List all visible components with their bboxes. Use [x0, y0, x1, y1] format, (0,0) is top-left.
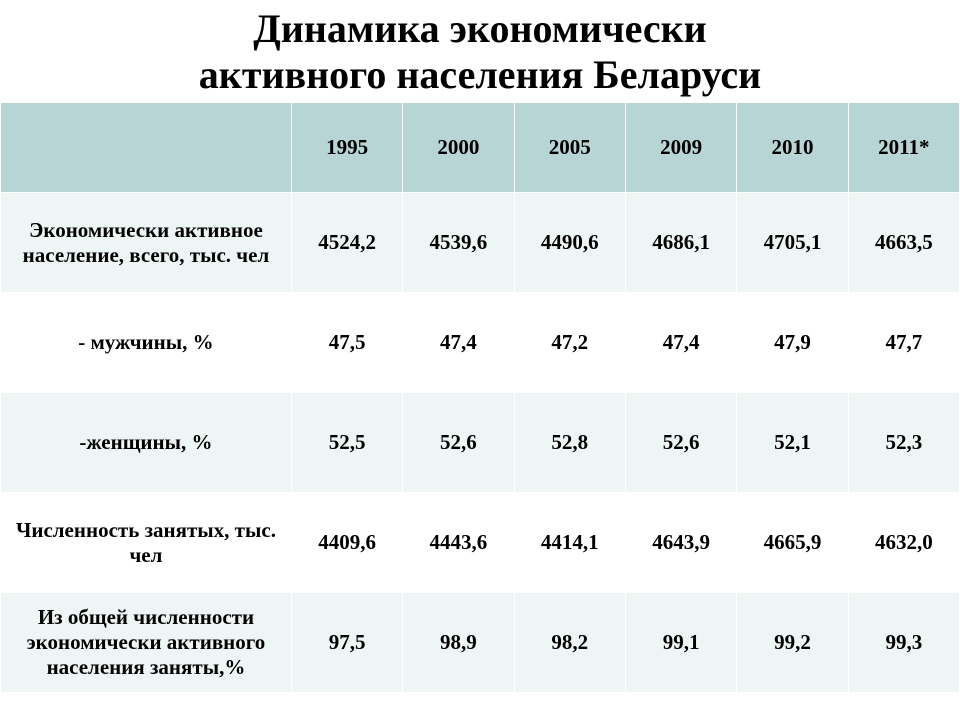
- title-line-2: активного населения Беларуси: [199, 52, 761, 97]
- cell: 4490,6: [514, 193, 625, 293]
- cell: 47,5: [291, 293, 402, 393]
- cell: 99,2: [737, 593, 848, 693]
- cell: 4409,6: [291, 493, 402, 593]
- table-header-row: 1995 2000 2005 2009 2010 2011*: [1, 103, 960, 193]
- col-header: 2010: [737, 103, 848, 193]
- table-row: Численность занятых, тыс. чел 4409,6 444…: [1, 493, 960, 593]
- cell: 47,4: [625, 293, 736, 393]
- cell: 98,9: [403, 593, 514, 693]
- cell: 4665,9: [737, 493, 848, 593]
- col-header: [1, 103, 292, 193]
- cell: 52,5: [291, 393, 402, 493]
- table-row: Из общей численности экономически активн…: [1, 593, 960, 693]
- cell: 47,9: [737, 293, 848, 393]
- cell: 4686,1: [625, 193, 736, 293]
- cell: 47,4: [403, 293, 514, 393]
- row-label: - мужчины, %: [1, 293, 292, 393]
- cell: 99,1: [625, 593, 736, 693]
- cell: 52,8: [514, 393, 625, 493]
- cell: 4663,5: [848, 193, 959, 293]
- cell: 99,3: [848, 593, 959, 693]
- col-header: 2011*: [848, 103, 959, 193]
- row-label: Численность занятых, тыс. чел: [1, 493, 292, 593]
- row-label: Из общей численности экономически активн…: [1, 593, 292, 693]
- cell: 4539,6: [403, 193, 514, 293]
- title-line-1: Динамика экономически: [253, 6, 706, 51]
- row-label: -женщины, %: [1, 393, 292, 493]
- cell: 52,6: [625, 393, 736, 493]
- page-title: Динамика экономически активного населени…: [0, 0, 960, 102]
- cell: 4632,0: [848, 493, 959, 593]
- cell: 47,7: [848, 293, 959, 393]
- cell: 4524,2: [291, 193, 402, 293]
- table-row: Экономически активное население, всего, …: [1, 193, 960, 293]
- cell: 47,2: [514, 293, 625, 393]
- data-table: 1995 2000 2005 2009 2010 2011* Экономиче…: [0, 102, 960, 693]
- cell: 4643,9: [625, 493, 736, 593]
- row-label: Экономически активное население, всего, …: [1, 193, 292, 293]
- cell: 52,3: [848, 393, 959, 493]
- table-row: -женщины, % 52,5 52,6 52,8 52,6 52,1 52,…: [1, 393, 960, 493]
- cell: 97,5: [291, 593, 402, 693]
- cell: 52,6: [403, 393, 514, 493]
- col-header: 2000: [403, 103, 514, 193]
- col-header: 2009: [625, 103, 736, 193]
- col-header: 2005: [514, 103, 625, 193]
- table-body: Экономически активное население, всего, …: [1, 193, 960, 693]
- table-row: - мужчины, % 47,5 47,4 47,2 47,4 47,9 47…: [1, 293, 960, 393]
- cell: 4443,6: [403, 493, 514, 593]
- cell: 4414,1: [514, 493, 625, 593]
- cell: 98,2: [514, 593, 625, 693]
- col-header: 1995: [291, 103, 402, 193]
- cell: 52,1: [737, 393, 848, 493]
- cell: 4705,1: [737, 193, 848, 293]
